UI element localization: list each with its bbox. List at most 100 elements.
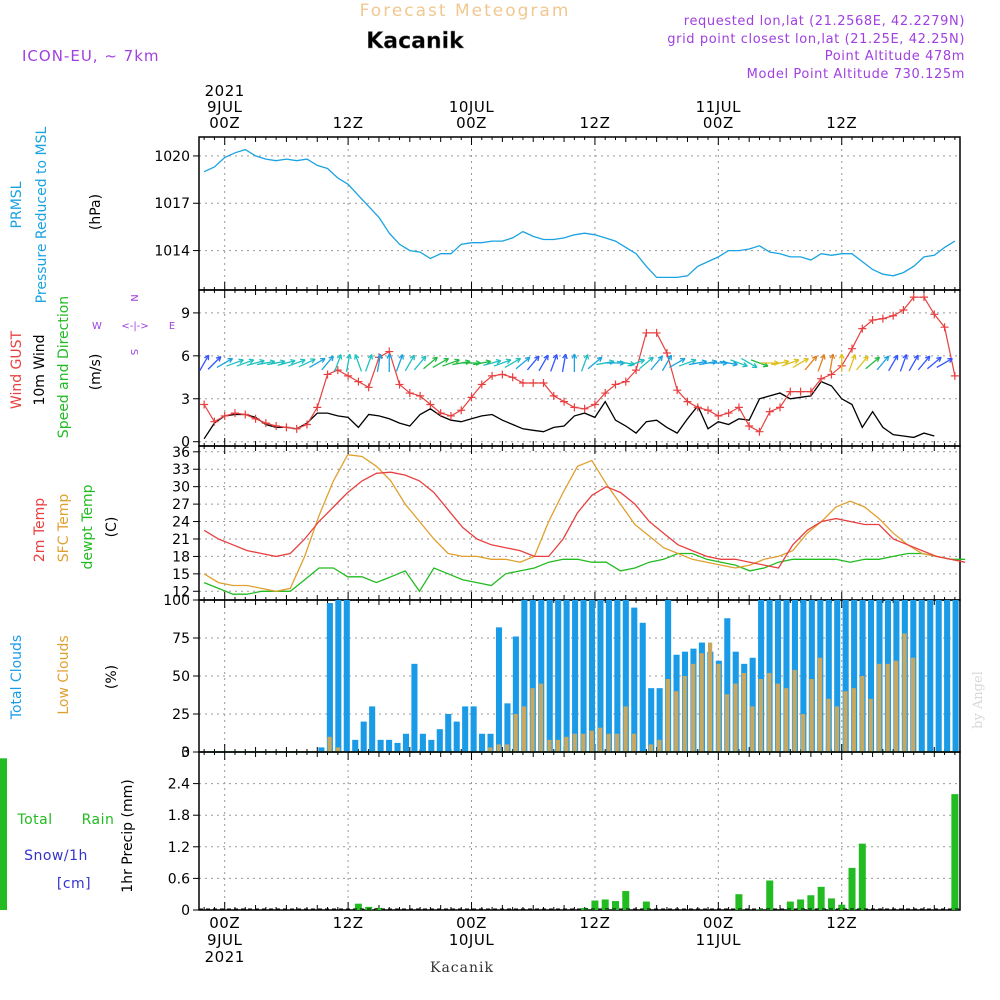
model-label: ICON-EU, ~ 7km	[22, 47, 160, 65]
wind-direction-arrow	[483, 358, 502, 366]
wind-direction-arrow	[452, 359, 471, 366]
wind-arrow-shaft	[669, 357, 686, 369]
gust-point	[570, 403, 579, 412]
wind-arrow-head	[524, 356, 531, 363]
sfc-temp-line	[203, 454, 966, 592]
wind-arrow-shaft	[587, 356, 603, 370]
wind-arrow-head	[443, 357, 450, 364]
clouds-unit-label: (%)	[104, 665, 120, 689]
gust-point	[529, 379, 538, 388]
credit-watermark: by Angel	[971, 671, 986, 729]
wind-arrow-shaft	[650, 355, 663, 371]
wind-arrow-head	[505, 358, 512, 365]
low-cloud-bar	[665, 679, 670, 752]
wind-direction-arrow	[661, 354, 673, 372]
low-cloud-bar	[733, 683, 738, 752]
gust-point	[950, 371, 959, 380]
total-cloud-bar	[800, 600, 807, 752]
wind-arrow-shaft	[395, 354, 404, 372]
requested-coords: requested lon,lat (21.2568E, 42.2279N)	[684, 14, 965, 29]
gust-point	[395, 380, 404, 389]
wind-arrow-shaft	[526, 355, 540, 371]
total-cloud-bar	[512, 636, 519, 752]
footer-location: Kacanik	[430, 960, 494, 976]
gust-point	[251, 414, 260, 423]
wind-arrow-head	[850, 354, 857, 360]
compass-east: E	[169, 321, 175, 332]
total-cloud-bar	[377, 739, 384, 752]
compass-west: W	[92, 321, 102, 332]
wind-direction-arrow	[526, 355, 540, 371]
total-cloud-bar	[546, 600, 553, 752]
wind-arrow-head	[454, 358, 460, 365]
precip-bar	[858, 843, 866, 910]
total-cloud-bar	[360, 721, 367, 752]
time-axis-label: 2021	[205, 948, 245, 966]
precip-bar	[0, 758, 7, 910]
y-tick-label: 0.6	[168, 871, 190, 887]
wind-direction-arrow	[515, 356, 531, 370]
wind-arrow-head	[751, 362, 758, 369]
clouds-panel: 0 25 50 75 100	[163, 593, 961, 761]
wind-arrow-head	[742, 361, 748, 368]
compass-north: N	[128, 294, 139, 301]
wind-arrow-head	[421, 355, 427, 362]
wind-direction-arrow	[829, 353, 836, 372]
wind-direction-arrow	[216, 357, 234, 369]
gust-point	[313, 403, 322, 412]
wind-arrow-shaft	[639, 356, 654, 370]
y-tick-label: 12	[172, 584, 190, 600]
wind-direction-arrow	[354, 354, 363, 372]
gust-point	[302, 420, 311, 429]
time-axis-label: 2021	[205, 82, 245, 100]
low-cloud-bar	[555, 739, 561, 752]
wind-arrow-head	[829, 353, 836, 360]
wind-arrow-head	[515, 357, 521, 364]
wind-arrow-head	[310, 358, 316, 364]
low-cloud-bar	[699, 653, 704, 752]
gust-point	[539, 379, 548, 388]
wind-arrow-head	[215, 356, 222, 362]
wind-arrow-head	[552, 354, 559, 360]
wind-arrow-head	[648, 356, 654, 363]
low-cloud-bar	[767, 672, 772, 752]
total-cloud-bar	[724, 618, 731, 752]
wind-arrow-shaft	[442, 359, 460, 367]
total-cloud-bar	[369, 706, 376, 752]
gust-point	[446, 411, 455, 420]
wind-label-direction: Speed and Direction	[56, 296, 72, 438]
wind-unit-label: (m/s)	[88, 354, 104, 391]
wind-label-10m: 10m Wind	[32, 334, 48, 405]
wind-arrow-shaft	[472, 360, 491, 366]
wind-direction-arrow	[432, 357, 450, 369]
wind-arrow-head	[248, 358, 255, 365]
gust-point	[632, 366, 641, 375]
wind-direction-arrow	[236, 358, 255, 367]
temp-unit-label: (C)	[104, 517, 120, 538]
wind-speed-line	[203, 380, 935, 440]
temp-label-2m: 2m Temp	[32, 498, 48, 562]
temp-label-sfc: SFC Temp	[56, 494, 72, 563]
pressure-line	[203, 148, 956, 279]
total-cloud-bar	[648, 688, 655, 752]
total-cloud-bar	[656, 688, 663, 752]
low-cloud-bar	[327, 736, 332, 752]
y-tick-label: 25	[172, 707, 190, 723]
wind-direction-arrow	[538, 354, 549, 372]
total-cloud-bar	[555, 600, 562, 752]
wind-arrow-head	[958, 359, 963, 363]
wind-arrow-head	[924, 355, 931, 362]
total-cloud-bar	[851, 600, 858, 752]
wind-arrow-shaft	[309, 357, 326, 369]
low-cloud-bar	[851, 688, 856, 752]
gust-point	[662, 348, 671, 357]
wind-direction-arrow	[364, 354, 374, 372]
wind-direction-arrow	[792, 357, 809, 369]
low-cloud-bar	[496, 744, 501, 752]
total-cloud-bar	[783, 600, 790, 752]
wind-arrow-shaft	[661, 354, 672, 372]
gust-point	[909, 293, 918, 302]
wind-direction-arrow	[669, 357, 686, 369]
total-cloud-bar	[318, 747, 325, 752]
wind-direction-arrow	[781, 358, 800, 367]
